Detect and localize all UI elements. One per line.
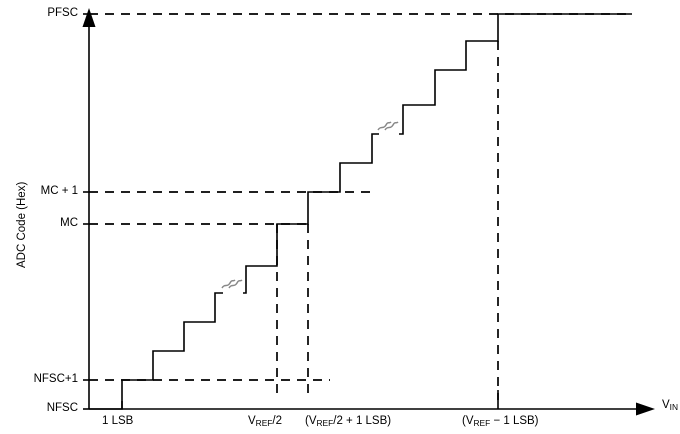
x-tick-label-one-lsb: 1 LSB bbox=[102, 415, 134, 427]
y-tick-label-nfsc-plus-1: NFSC+1 bbox=[33, 373, 78, 385]
x-axis-title-sub: IN bbox=[669, 402, 679, 412]
x-axis-ticks bbox=[121, 390, 499, 409]
y-axis bbox=[82, 8, 96, 409]
y-tick-label-pfsc: PFSC bbox=[47, 7, 78, 19]
x-tick-label-vref-half-plus-one-lsb: (VREF/2 + 1 LSB) bbox=[305, 415, 392, 428]
x-axis-title-base: V bbox=[662, 399, 670, 411]
horizontal-guide-lines bbox=[89, 13, 632, 381]
vertical-guide-lines bbox=[276, 41, 499, 400]
y-axis-ticks bbox=[83, 13, 89, 410]
x-axis bbox=[89, 402, 655, 416]
staircase-transfer-curve bbox=[89, 13, 632, 410]
break-symbol-lower-icon bbox=[221, 279, 243, 289]
y-tick-label-mc-plus-1: MC + 1 bbox=[40, 185, 78, 197]
y-tick-label-mc: MC bbox=[60, 217, 78, 229]
x-tick-label-vref-half: VREF/2 bbox=[248, 415, 283, 428]
x-tick-label-vref-minus-one-lsb: (VREF − 1 LSB) bbox=[462, 415, 539, 428]
break-gap-masks bbox=[223, 131, 399, 296]
break-symbol-upper-icon bbox=[377, 121, 399, 131]
y-tick-label-nfsc: NFSC bbox=[46, 402, 78, 414]
x-axis-title: VIN bbox=[662, 399, 679, 412]
